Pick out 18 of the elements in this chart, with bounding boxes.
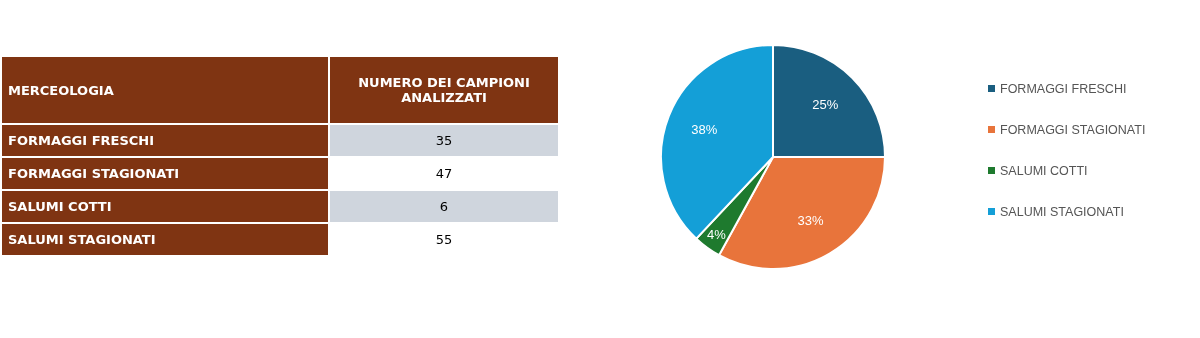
data-label: 55 [330, 224, 558, 255]
data-label: 35 [330, 125, 558, 156]
text: MERCEOLOGIA [2, 57, 328, 123]
data-label: 33% [797, 213, 825, 229]
category-label: SALUMI COTTI [2, 191, 328, 222]
text: NUMERO DEI CAMPIONI ANALIZZATI [330, 57, 558, 123]
data-label: 4% [706, 227, 727, 243]
data-label: 6 [330, 191, 558, 222]
data-label: 38% [691, 122, 718, 138]
legend-label: SALUMI STAGIONATI [999, 203, 1125, 220]
category-label: FORMAGGI STAGIONATI [2, 158, 328, 189]
data-label: 25% [812, 97, 839, 113]
legend-label: FORMAGGI FRESCHI [999, 80, 1128, 97]
legend-label: FORMAGGI STAGIONATI [999, 121, 1146, 138]
data-label: 47 [330, 158, 558, 189]
legend-label: SALUMI COTTI [999, 162, 1089, 179]
category-label: SALUMI STAGIONATI [2, 224, 328, 255]
category-label: FORMAGGI FRESCHI [2, 125, 328, 156]
